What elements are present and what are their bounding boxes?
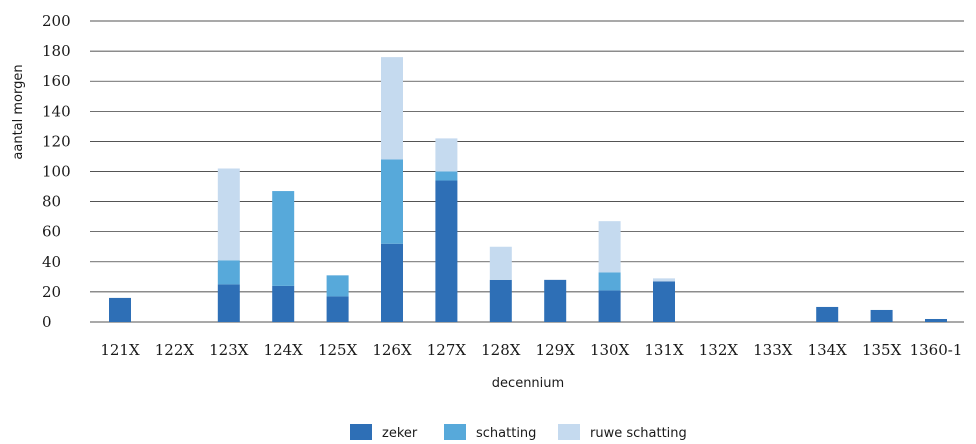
x-axis-ticks: 121X 122X 123X 124X 125X 126X 127X 128X 129X 130X… (100, 341, 962, 359)
x-tick-label: 125X (318, 341, 358, 359)
x-tick-label: 135X (862, 341, 902, 359)
bar-125X-zeker (326, 296, 349, 322)
bar-124X-schatting (272, 191, 295, 286)
bar-123X-zeker (217, 284, 240, 322)
legend-label: zeker (382, 426, 418, 441)
legend: zeker schatting ruwe schatting (350, 424, 687, 441)
y-tick-label: 180 (42, 42, 71, 60)
bar-127X-zeker (435, 180, 458, 322)
bar-130X-zeker (598, 290, 621, 322)
bar-126X-schatting (381, 159, 403, 244)
y-axis-ticks: 0 20 40 60 80 100 120 140 160 180 200 (42, 12, 71, 331)
y-tick-label: 20 (42, 283, 61, 301)
bar-128X-ruwe-schatting (489, 246, 512, 280)
y-tick-label: 120 (42, 132, 71, 150)
x-tick-label: 126X (372, 341, 412, 359)
legend-swatch-zeker (350, 424, 372, 440)
y-tick-label: 0 (42, 313, 52, 331)
y-tick-label: 40 (42, 253, 61, 271)
x-tick-label: 134X (808, 341, 848, 359)
legend-label: ruwe schatting (590, 426, 687, 441)
y-tick-label: 60 (42, 223, 61, 241)
x-tick-label: 122X (155, 341, 195, 359)
bar-124X-zeker (272, 285, 295, 322)
y-tick-label: 80 (42, 193, 61, 211)
x-tick-label: 121X (100, 341, 140, 359)
bar-127X-schatting (435, 171, 458, 181)
bar-134X-zeker (816, 306, 839, 322)
bar-131X-ruwe-schatting (653, 278, 675, 282)
y-tick-label: 140 (42, 102, 71, 120)
x-tick-label: 1360-1 (910, 341, 963, 359)
bar-125X-schatting (326, 275, 349, 297)
x-tick-label: 129X (536, 341, 576, 359)
y-tick-label: 100 (42, 163, 71, 181)
y-tick-label: 200 (42, 12, 71, 30)
x-axis-title: decennium (492, 376, 564, 391)
x-tick-label: 123X (209, 341, 249, 359)
x-tick-label: 132X (699, 341, 739, 359)
bar-130X-ruwe-schatting (598, 221, 621, 273)
legend-label: schatting (476, 426, 536, 441)
bar-121X-zeker (109, 297, 131, 322)
bar-128X-zeker (489, 279, 512, 322)
bars-layer (109, 57, 947, 322)
legend-swatch-ruwe-schatting (558, 424, 580, 440)
x-tick-label: 131X (644, 341, 684, 359)
bar-123X-schatting (217, 260, 240, 285)
y-axis-title: aantal morgen (11, 64, 26, 159)
x-tick-label: 127X (427, 341, 467, 359)
bar-127X-ruwe-schatting (435, 138, 458, 172)
bar-130X-schatting (598, 272, 621, 291)
bar-123X-ruwe-schatting (217, 168, 240, 261)
x-tick-label: 130X (590, 341, 630, 359)
bar-129X-zeker (544, 279, 567, 322)
bar-131X-zeker (653, 281, 675, 322)
bar-126X-zeker (381, 243, 403, 322)
legend-swatch-schatting (444, 424, 466, 440)
x-tick-label: 124X (264, 341, 304, 359)
bar-135X-zeker (870, 309, 893, 322)
bar-126X-ruwe-schatting (381, 57, 403, 160)
bar-1360-1-zeker (925, 318, 947, 322)
x-tick-label: 128X (481, 341, 521, 359)
x-tick-label: 133X (753, 341, 793, 359)
y-tick-label: 160 (42, 72, 71, 90)
